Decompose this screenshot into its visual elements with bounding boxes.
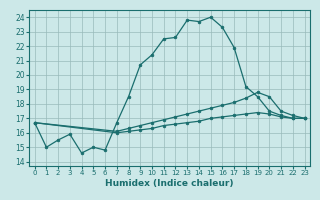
- X-axis label: Humidex (Indice chaleur): Humidex (Indice chaleur): [105, 179, 234, 188]
